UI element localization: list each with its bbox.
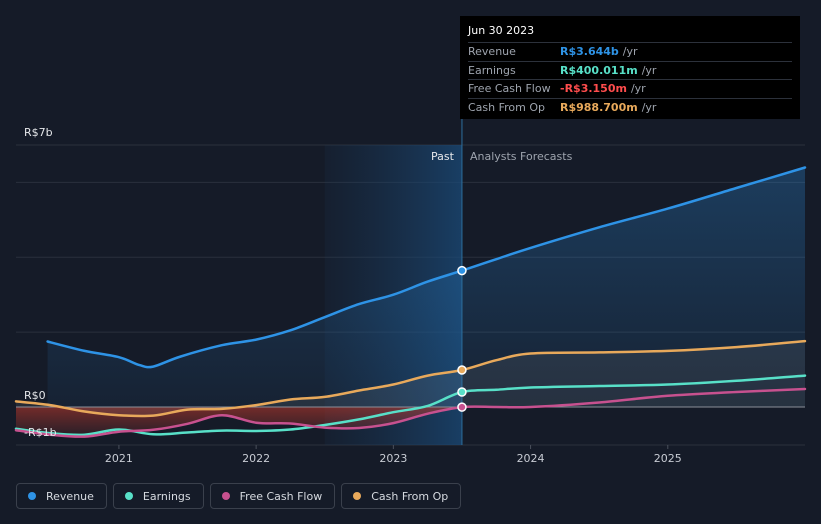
tooltip-value: -R$3.150m [560,82,627,96]
series-lines [14,166,807,438]
y-axis-zero-label: R$0 [24,389,46,402]
legend-item-cash-from-op[interactable]: Cash From Op [341,483,462,509]
legend-label: Earnings [142,489,191,503]
marker-earnings [457,387,467,397]
tooltip-value: R$3.644b [560,45,619,59]
legend-label: Revenue [46,489,94,503]
tooltip-row-free-cash-flow: Free Cash Flow -R$3.150m /yr [468,79,792,98]
tooltip-unit: /yr [622,45,638,59]
tooltip-unit: /yr [641,100,657,114]
tooltip-value: R$988.700m [560,100,638,114]
marker-cash-from-op [457,365,467,375]
tooltip-unit: /yr [641,63,657,77]
legend-label: Cash From Op [371,489,449,503]
tooltip-date: Jun 30 2023 [468,24,535,37]
tooltip-value: R$400.011m [560,63,638,77]
series-line-revenue [46,166,807,369]
legend-item-revenue[interactable]: Revenue [16,483,107,509]
x-tick-label: 2021 [105,452,133,465]
legend-item-earnings[interactable]: Earnings [112,483,204,509]
legend-dot-icon [353,492,362,500]
legend-dot-icon [124,492,133,500]
tooltip-unit: /yr [630,82,646,96]
tooltip-row-revenue: Revenue R$3.644b /yr [468,42,792,61]
past-label: Past [431,150,455,163]
forecast-label: Analysts Forecasts [470,150,573,163]
marker-revenue [457,265,467,276]
legend-label: Free Cash Flow [239,489,323,503]
chart-legend: Revenue Earnings Free Cash Flow Cash Fro… [16,483,462,509]
tooltip-label: Revenue [468,45,516,59]
tooltip-row-earnings: Earnings R$400.011m /yr [468,60,792,80]
legend-item-free-cash-flow[interactable]: Free Cash Flow [209,483,336,509]
cash-from-op-area-fill [16,341,805,417]
tooltip-row-cash-from-op: Cash From Op R$988.700m /yr [468,97,792,117]
x-tick-label: 2022 [242,452,270,465]
x-tick-label: 2024 [517,452,545,465]
data-tooltip: Jun 30 2023 Revenue R$3.644b /yr Earning… [460,16,800,119]
series-line-earnings [14,374,807,437]
series-line-free-cash-flow [14,387,807,438]
highlight-markers [457,265,467,412]
tooltip-label: Free Cash Flow [468,82,551,96]
x-axis-ticks: 2021 2022 2023 2024 2025 [105,445,682,465]
tooltip-label: Cash From Op [468,100,546,114]
marker-free-cash-flow [457,402,467,412]
legend-dot-icon [28,492,36,500]
series-line-cash-from-op [14,339,807,418]
tooltip-label: Earnings [468,63,516,77]
x-tick-label: 2025 [654,452,682,465]
y-axis-top-label: R$7b [24,126,53,139]
legend-dot-icon [221,492,230,500]
y-axis-bottom-label: -R$1b [24,426,57,439]
revenue-area-fill [47,167,806,407]
x-tick-label: 2023 [379,452,407,465]
